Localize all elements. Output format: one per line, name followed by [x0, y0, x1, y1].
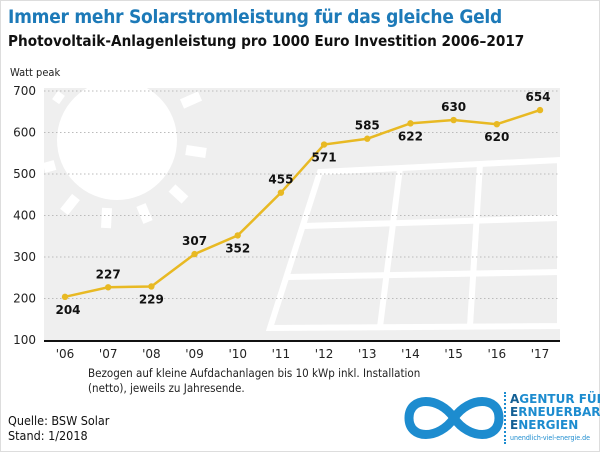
data-label: 307 — [182, 234, 207, 248]
y-tick-label: 500 — [13, 167, 36, 181]
y-tick-label: 400 — [13, 209, 36, 223]
x-tick-label: '14 — [401, 347, 420, 361]
data-point — [148, 283, 155, 290]
data-label: 229 — [139, 292, 164, 306]
y-tick-label: 600 — [13, 126, 36, 140]
y-tick-label: 200 — [13, 292, 36, 306]
x-tick-label: '06 — [56, 347, 75, 361]
data-label: 227 — [96, 267, 121, 281]
data-point — [191, 250, 198, 258]
x-tick-label: '07 — [99, 347, 118, 361]
data-label: 585 — [355, 119, 380, 133]
data-point — [234, 232, 241, 239]
x-tick-label: '09 — [185, 347, 204, 361]
logo-url: unendlich-viel-energie.de — [510, 434, 590, 442]
data-point — [536, 106, 544, 114]
y-tick-label: 700 — [13, 84, 36, 98]
y-tick-label: 100 — [13, 333, 36, 347]
data-point — [320, 141, 328, 148]
x-tick-label: '10 — [228, 347, 247, 361]
data-label: 622 — [398, 129, 423, 143]
data-label: 620 — [484, 130, 509, 144]
solar-panel-illustration — [265, 156, 563, 332]
infinity-icon — [404, 397, 504, 439]
y-tick-label: 300 — [13, 250, 36, 264]
x-tick-label: '08 — [142, 347, 161, 361]
x-tick-label: '11 — [272, 347, 291, 361]
data-point — [364, 135, 371, 142]
series-line — [64, 108, 541, 299]
data-point — [450, 116, 457, 124]
x-tick-label: '16 — [488, 347, 507, 361]
data-label: 352 — [225, 241, 250, 255]
data-label: 630 — [441, 100, 466, 114]
x-tick-label: '15 — [444, 347, 463, 361]
data-point — [104, 284, 112, 291]
x-tick-label: '12 — [315, 347, 334, 361]
data-label: 455 — [268, 173, 293, 187]
data-point — [277, 189, 285, 196]
data-point — [61, 293, 69, 301]
source-text: Quelle: BSW Solar — [8, 413, 110, 428]
footnote: Bezogen auf kleine Aufdachanlagen bis 10… — [88, 366, 421, 395]
data-label: 204 — [55, 303, 80, 317]
data-point — [493, 121, 501, 128]
data-point — [407, 120, 414, 127]
logo-text: AGENTUR FÜR ERNEUERBARE ENERGIEN — [510, 392, 600, 432]
x-tick-label: '13 — [358, 347, 377, 361]
date-text: Stand: 1/2018 — [8, 428, 88, 443]
chart-title: Immer mehr Solarstromleistung für das gl… — [8, 6, 503, 28]
data-label: 654 — [525, 90, 550, 104]
y-axis-label: Watt peak — [10, 66, 61, 79]
source: Quelle: BSW Solar Stand: 1/2018 — [8, 413, 109, 443]
sun-illustration — [42, 80, 207, 229]
data-label: 571 — [312, 151, 337, 165]
x-tick-label: '17 — [531, 347, 550, 361]
aee-logo: AGENTUR FÜR ERNEUERBARE ENERGIEN unendli… — [404, 388, 600, 448]
chart-subtitle: Photovoltaik-Anlagenleistung pro 1000 Eu… — [8, 32, 525, 50]
